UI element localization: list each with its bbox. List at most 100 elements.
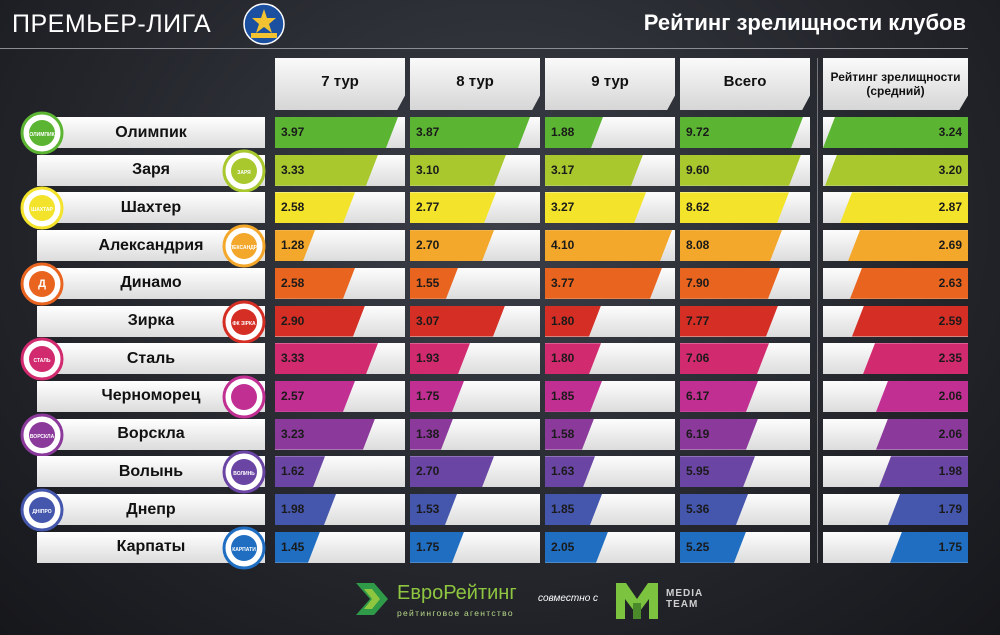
value-bar [680, 268, 780, 299]
value-bar [410, 456, 494, 487]
value-bar [863, 343, 968, 375]
value-bar [823, 117, 968, 148]
value-label: 1.55 [416, 275, 440, 290]
footer: ЕвроРейтинг рейтинговое агентство совмес… [0, 575, 1000, 635]
value-cell: 3.33 [275, 343, 405, 375]
value-label: 2.57 [281, 388, 305, 403]
club-name: Сталь [37, 343, 265, 375]
club-logo-text: ОЛИМПИК [29, 132, 55, 138]
value-bar [680, 419, 758, 450]
value-label: 1.85 [551, 388, 575, 403]
value-cell: 1.80 [545, 305, 675, 337]
club-name: Динамо [37, 267, 265, 299]
media-team-name: MEDIA TEAM [666, 588, 703, 610]
value-cell: 1.80 [545, 343, 675, 375]
value-label: 1.62 [281, 464, 305, 479]
dynamo-logo-icon: Д [20, 262, 64, 306]
value-bar [275, 306, 365, 337]
value-cell: 1.85 [545, 380, 675, 412]
value-label: 6.17 [686, 388, 710, 403]
value-label: 5.95 [686, 464, 710, 479]
value-cell: 1.75 [410, 380, 540, 412]
value-cell: 4.10 [545, 230, 675, 262]
value-bar [410, 117, 530, 148]
value-label: 1.98 [938, 464, 962, 479]
value-label: 7.90 [686, 275, 710, 290]
value-label: 1.98 [281, 502, 305, 516]
value-cell: 1.79 [823, 494, 968, 525]
value-label: 4.10 [551, 238, 575, 253]
value-cell: 9.60 [680, 154, 810, 186]
value-label: 2.59 [938, 313, 962, 328]
value-bar [275, 155, 378, 186]
karpaty-logo-icon: КАРПАТИ [222, 526, 266, 570]
value-cell: 2.87 [823, 192, 968, 224]
value-label: 2.58 [281, 200, 305, 215]
value-cell: 1.85 [545, 494, 675, 525]
vorskla-logo-icon: ВОРСКЛА [20, 413, 64, 457]
value-cell: 5.95 [680, 456, 810, 488]
value-label: 6.19 [686, 426, 710, 441]
value-label: 3.33 [281, 351, 305, 366]
value-bar [410, 230, 494, 261]
zarya-logo-icon: ЗАРЯ [222, 149, 266, 193]
value-bar [275, 381, 355, 412]
value-label: 8.62 [686, 200, 710, 215]
value-cell: 3.33 [275, 154, 405, 186]
value-bar [410, 155, 506, 186]
value-cell: 3.97 [275, 117, 405, 148]
club-logo-text: СТАЛЬ [34, 358, 51, 364]
value-cell: 1.75 [823, 531, 968, 563]
value-cell: 1.98 [823, 456, 968, 488]
value-cell: 1.75 [410, 531, 540, 563]
club-name: Ворскла [37, 418, 265, 450]
value-cell: 3.07 [410, 305, 540, 337]
value-cell: 3.10 [410, 154, 540, 186]
media-team-logo-icon [616, 583, 658, 619]
value-bar [545, 532, 608, 563]
value-label: 2.05 [551, 539, 575, 554]
value-label: 5.36 [686, 502, 710, 516]
league-logo-icon [243, 3, 285, 45]
shakhtar-logo-icon: ШАХТАР [20, 186, 64, 230]
value-label: 3.77 [551, 275, 575, 290]
value-cell: 1.45 [275, 531, 405, 563]
value-label: 3.17 [551, 162, 575, 177]
value-bar [275, 117, 398, 148]
value-bar [680, 306, 778, 337]
value-cell: 2.90 [275, 305, 405, 337]
value-bar [680, 117, 803, 148]
value-cell: 3.23 [275, 418, 405, 450]
value-bar [879, 456, 968, 488]
value-cell: 2.06 [823, 380, 968, 412]
value-cell: 3.17 [545, 154, 675, 186]
value-label: 1.38 [416, 426, 440, 441]
value-cell: 1.62 [275, 456, 405, 488]
value-label: 2.35 [938, 351, 962, 366]
value-cell: 1.98 [275, 494, 405, 525]
value-cell: 7.06 [680, 343, 810, 375]
value-label: 2.58 [281, 275, 305, 290]
value-cell: 2.63 [823, 267, 968, 299]
chornomorets-logo-icon [222, 375, 266, 419]
value-bar [850, 267, 968, 299]
value-label: 2.77 [416, 200, 440, 215]
value-label: 3.27 [551, 200, 575, 215]
value-cell: 1.63 [545, 456, 675, 488]
value-bar [848, 230, 968, 262]
value-label: 3.23 [281, 426, 305, 441]
value-cell: 2.77 [410, 192, 540, 224]
value-label: 2.69 [938, 238, 962, 253]
column-header-4: Всего [680, 58, 810, 110]
value-cell: 9.72 [680, 117, 810, 148]
value-cell: 6.19 [680, 418, 810, 450]
value-bar [275, 268, 355, 299]
value-label: 3.24 [938, 125, 962, 139]
value-label: 1.88 [551, 125, 575, 139]
olimpik-logo-icon: ОЛИМПИК [20, 111, 64, 155]
value-cell: 1.93 [410, 343, 540, 375]
value-label: 3.10 [416, 162, 440, 177]
value-label: 2.87 [938, 200, 962, 215]
value-bar [876, 418, 968, 450]
value-bar [410, 192, 496, 223]
